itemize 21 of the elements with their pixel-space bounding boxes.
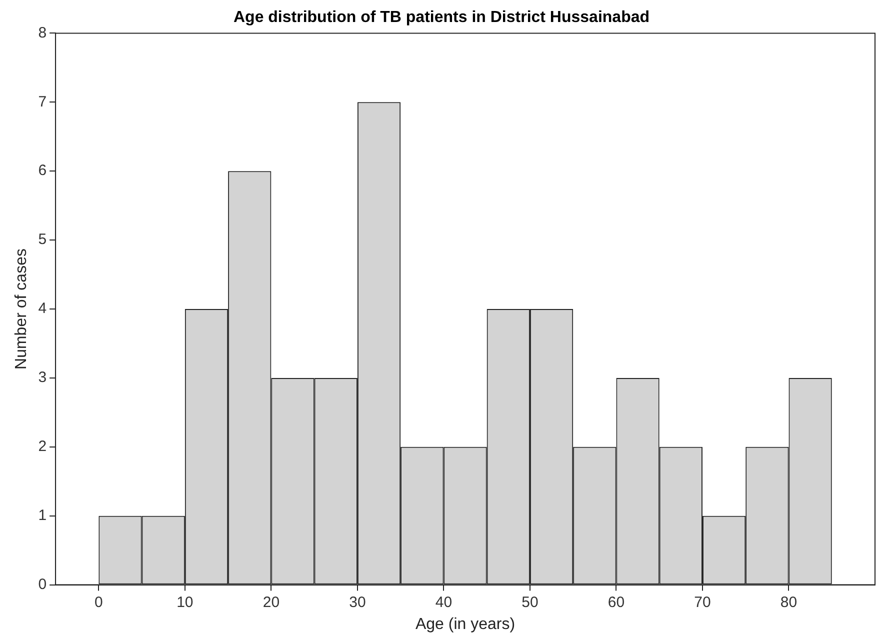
y-tick-label: 3 xyxy=(38,369,47,386)
x-tick-label: 0 xyxy=(94,594,103,611)
x-tick-label: 20 xyxy=(262,594,280,611)
y-tick-label: 0 xyxy=(38,576,47,593)
y-tick-label: 5 xyxy=(38,231,47,248)
y-axis-title: Number of cases xyxy=(13,248,30,370)
y-tick-label: 1 xyxy=(38,506,47,524)
x-tick-label: 60 xyxy=(608,594,625,611)
x-tick-label: 10 xyxy=(176,594,194,611)
y-tick-label: 8 xyxy=(38,24,47,42)
x-tick-label: 70 xyxy=(694,594,711,611)
y-tick-label: 2 xyxy=(38,438,47,456)
x-tick-label: 40 xyxy=(435,594,452,611)
x-tick-label: 50 xyxy=(522,594,538,611)
x-tick-label: 30 xyxy=(349,594,366,611)
y-tick-label: 4 xyxy=(38,300,47,318)
y-tick-label: 6 xyxy=(38,162,47,180)
y-tick-label: 7 xyxy=(38,93,47,110)
x-axis-title: Age (in years) xyxy=(415,616,516,633)
x-tick-label: 80 xyxy=(780,594,798,611)
chart-title: Age distribution of TB patients in District Hussainabad xyxy=(233,9,650,26)
